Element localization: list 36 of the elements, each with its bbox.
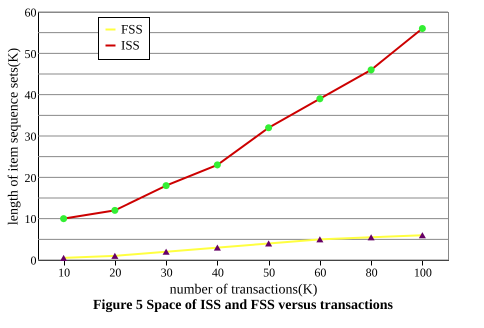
x-tick-label: 50 <box>263 266 276 280</box>
x-tick-label: 80 <box>366 266 378 280</box>
y-tick-label: 20 <box>24 170 36 185</box>
point <box>368 66 375 74</box>
y-tick-label: 40 <box>24 88 36 102</box>
y-tick-label: 30 <box>24 130 36 144</box>
x-tick-label: 20 <box>109 266 122 280</box>
legend-label: FSS <box>121 22 143 36</box>
point <box>265 124 272 132</box>
caption: Figure 5 Space of ISS and FSS versus transactions <box>92 298 394 313</box>
point <box>162 182 170 190</box>
y-tick-label: 10 <box>24 212 36 226</box>
x-tick-label: 40 <box>212 266 224 280</box>
x-tick-label: 10 <box>58 266 70 280</box>
y-tick-label: 50 <box>24 46 36 61</box>
point <box>368 234 375 240</box>
y-tick-label: 60 <box>24 6 36 20</box>
x-tick-label: 60 <box>314 266 326 280</box>
x-axis-title: number of transactions(K) <box>170 282 318 298</box>
y-axis-title: length of item sequence sets(K) <box>6 48 22 226</box>
legend-label: ISS <box>121 38 140 52</box>
point <box>265 240 272 247</box>
point <box>111 252 118 259</box>
point <box>418 232 426 238</box>
point <box>162 248 170 255</box>
point <box>60 254 68 261</box>
point <box>60 215 68 222</box>
x-tick-label: 100 <box>414 266 432 280</box>
point <box>214 244 221 251</box>
point <box>316 95 324 102</box>
point <box>418 25 426 32</box>
point <box>111 206 118 214</box>
point <box>214 161 221 168</box>
point <box>316 236 324 242</box>
x-tick-label: 30 <box>160 266 173 280</box>
y-tick-label: 0 <box>30 254 36 268</box>
